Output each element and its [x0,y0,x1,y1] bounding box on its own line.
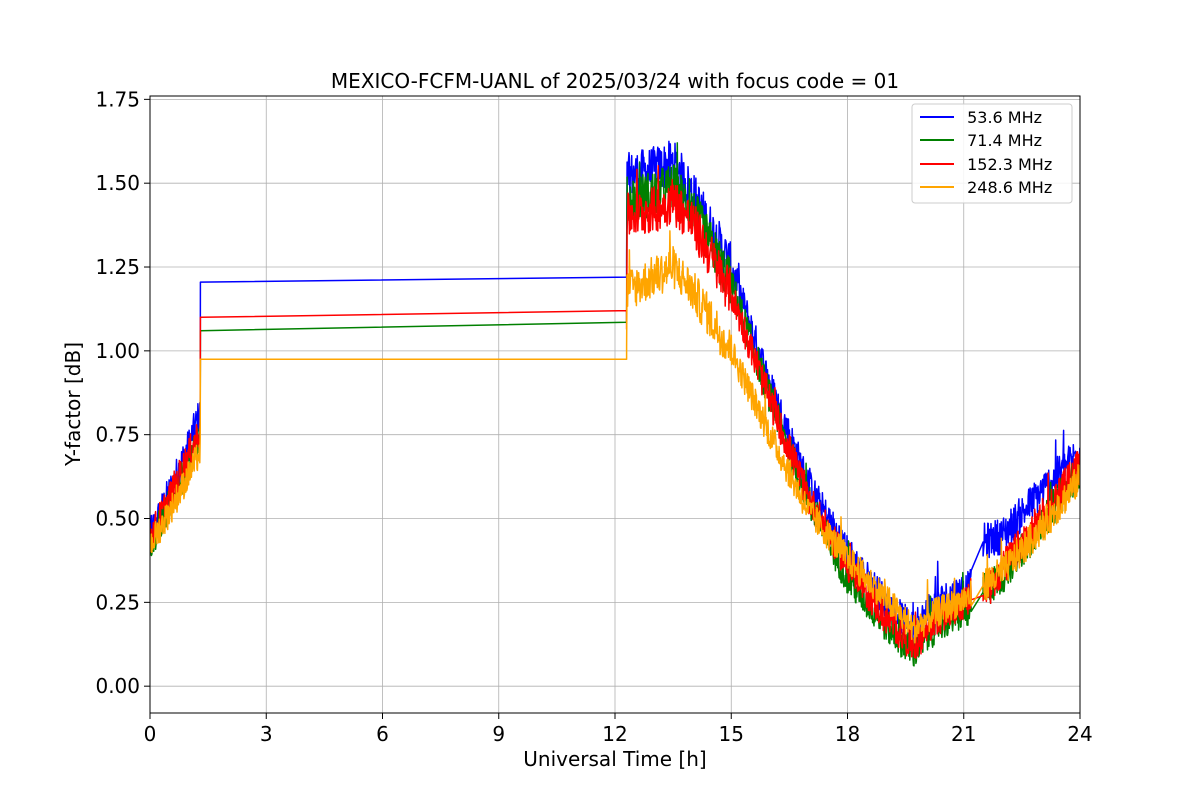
x-axis-label: Universal Time [h] [523,747,706,771]
y-tick-label: 0.25 [95,590,140,614]
y-axis-label: Y-factor [dB] [61,342,85,467]
legend-label: 71.4 MHz [962,131,1042,150]
x-tick-label: 24 [1067,722,1092,746]
x-tick-label: 0 [144,722,157,746]
legend-label: 152.3 MHz [962,155,1052,174]
y-tick-label: 1.50 [95,171,140,195]
x-tick-label: 12 [602,722,627,746]
series-layer [150,140,1080,667]
y-tick-label: 0.75 [95,423,140,447]
y-tick-label: 1.25 [95,255,140,279]
y-axis: 0.00 0.25 0.50 0.75 1.00 1.25 1.50 1.75 [95,87,150,698]
y-tick-label: 1.75 [95,87,140,111]
x-tick-label: 9 [492,722,505,746]
y-tick-label: 0.00 [95,674,140,698]
x-tick-label: 3 [260,722,273,746]
y-tick-label: 0.50 [95,507,140,531]
legend-box [911,103,1073,204]
chart-title: MEXICO-FCFM-UANL of 2025/03/24 with focu… [331,69,899,93]
series-line-3 [150,230,1080,644]
legend-label: 53.6 MHz [962,108,1042,127]
legend: 53.6 MHz 71.4 MHz 152.3 MHz 248.6 MHz [911,103,1073,204]
x-tick-label: 18 [835,722,860,746]
x-tick-label: 15 [719,722,744,746]
x-tick-label: 21 [951,722,976,746]
y-tick-label: 1.00 [95,339,140,363]
x-tick-label: 6 [376,722,389,746]
x-axis: 0 3 6 9 12 15 18 21 24 [144,713,1093,746]
legend-label: 248.6 MHz [962,178,1052,197]
